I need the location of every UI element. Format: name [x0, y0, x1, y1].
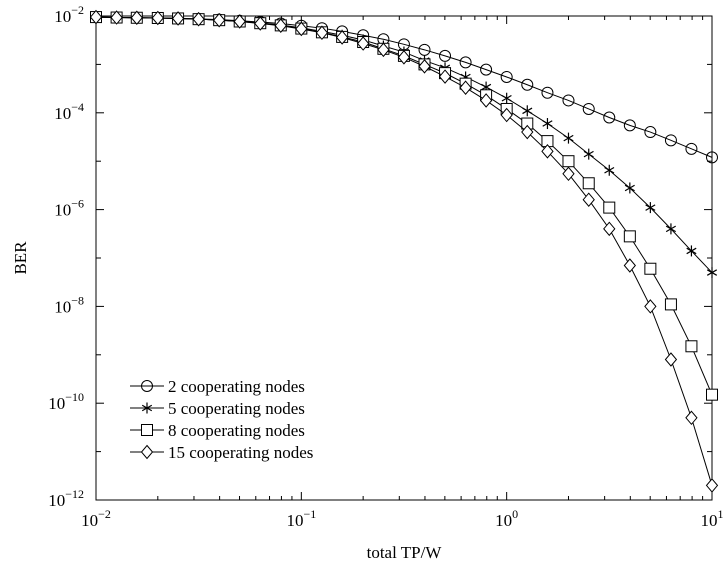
square-marker — [562, 155, 575, 168]
asterisk-marker — [522, 105, 533, 117]
asterisk-marker — [563, 132, 574, 144]
diamond-marker — [254, 16, 267, 31]
square-marker — [623, 230, 636, 243]
x-tick-label: 10−2 — [81, 507, 111, 530]
x-axis-label: total TP/W — [367, 543, 443, 562]
asterisk-marker — [706, 267, 718, 279]
series-line — [95, 16, 713, 158]
y-tick-label: 10−12 — [48, 487, 84, 510]
legend-item: 15 cooperating nodes — [130, 443, 313, 462]
diamond-marker — [603, 221, 616, 237]
circle-marker — [541, 86, 554, 99]
diamond-marker — [685, 410, 698, 426]
diamond-marker — [192, 11, 205, 27]
asterisk-marker — [624, 182, 635, 194]
legend-item: 5 cooperating nodes — [130, 399, 305, 418]
circle-marker — [664, 134, 677, 147]
asterisk-marker — [583, 148, 594, 160]
asterisk-marker — [645, 202, 656, 214]
square-marker — [644, 262, 657, 275]
diamond-marker — [705, 478, 719, 493]
diamond-marker — [644, 299, 657, 314]
circle-marker — [685, 142, 698, 155]
legend-item: 8 cooperating nodes — [130, 421, 305, 440]
legend-item: 2 cooperating nodes — [130, 377, 305, 396]
diamond-marker — [377, 42, 390, 58]
circle-marker — [623, 119, 636, 132]
circle-marker — [706, 151, 718, 164]
diamond-marker — [623, 258, 636, 273]
diamond-marker — [521, 124, 534, 140]
y-tick-label: 10−2 — [54, 3, 84, 26]
series-layer — [89, 9, 719, 493]
diamond-marker — [233, 14, 246, 29]
asterisk-marker — [665, 223, 677, 235]
circle-marker — [644, 126, 657, 139]
y-axis-ticks: 10−12 10−10 10−8 10−6 10−4 10−2 — [48, 3, 712, 510]
series-square — [90, 11, 718, 401]
diamond-marker — [89, 9, 103, 25]
diamond-marker — [541, 144, 554, 159]
diamond-marker — [438, 69, 452, 84]
diamond-marker — [664, 352, 678, 367]
square-marker — [603, 201, 616, 214]
diamond-marker — [130, 10, 143, 26]
asterisk-marker — [604, 164, 615, 176]
diamond-marker — [315, 25, 329, 41]
series-diamond — [89, 9, 719, 493]
circle-marker — [562, 94, 575, 107]
legend: 2 cooperating nodes 5 cooperating nodes 8 … — [130, 377, 313, 462]
x-tick-label: 101 — [701, 507, 724, 530]
asterisk-marker — [501, 92, 512, 104]
legend-label: 5 cooperating nodes — [168, 399, 305, 418]
y-tick-label: 10−8 — [54, 293, 84, 316]
diamond-marker — [356, 36, 370, 51]
legend-label: 2 cooperating nodes — [168, 377, 305, 396]
circle-marker — [459, 56, 472, 69]
series-line — [95, 16, 713, 395]
square-marker — [706, 388, 718, 401]
diamond-marker — [213, 12, 226, 28]
diamond-marker — [295, 21, 308, 37]
square-marker — [685, 340, 698, 353]
diamond-marker — [140, 444, 154, 460]
diamond-marker — [479, 93, 493, 108]
x-axis-ticks: 10−2 10−1 100 101 — [81, 16, 724, 530]
diamond-marker — [562, 166, 575, 182]
circle-marker — [439, 49, 452, 62]
square-marker — [582, 177, 595, 190]
x-tick-label: 100 — [495, 507, 518, 530]
y-axis-label: BER — [11, 241, 30, 275]
diamond-marker — [418, 59, 431, 74]
square-marker — [664, 298, 677, 311]
circle-marker — [141, 380, 153, 392]
diamond-marker — [500, 107, 513, 123]
circle-marker — [500, 70, 513, 83]
y-tick-label: 10−4 — [54, 100, 84, 123]
square-marker — [141, 424, 153, 436]
diamond-marker — [171, 11, 185, 26]
y-tick-label: 10−6 — [54, 197, 84, 220]
asterisk-marker — [686, 245, 697, 257]
x-tick-label: 10−1 — [286, 507, 316, 530]
diamond-marker — [274, 18, 287, 33]
diamond-marker — [582, 192, 595, 207]
circle-marker — [480, 63, 493, 76]
diamond-marker — [335, 30, 349, 45]
legend-label: 15 cooperating nodes — [168, 443, 313, 462]
circle-marker — [582, 102, 595, 115]
diamond-marker — [397, 50, 411, 65]
asterisk-marker — [542, 118, 553, 130]
diamond-marker — [110, 10, 123, 25]
y-tick-label: 10−10 — [48, 390, 84, 413]
series-circle — [90, 11, 718, 164]
diamond-marker — [459, 80, 472, 95]
asterisk-marker — [141, 402, 153, 414]
legend-label: 8 cooperating nodes — [168, 421, 305, 440]
circle-marker — [603, 111, 616, 124]
diamond-marker — [151, 10, 164, 26]
circle-marker — [521, 78, 534, 91]
